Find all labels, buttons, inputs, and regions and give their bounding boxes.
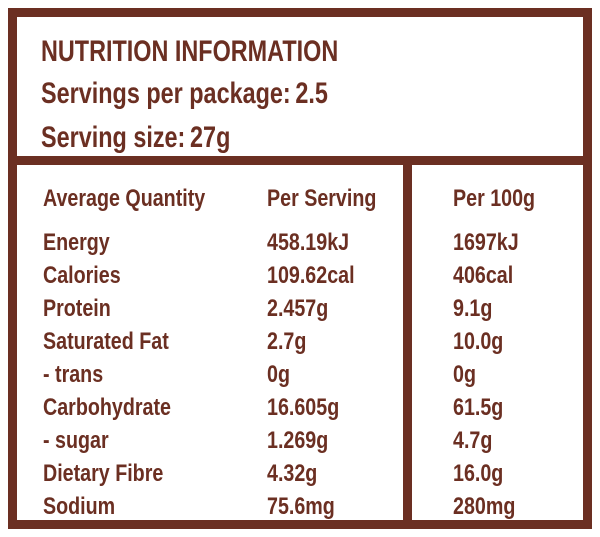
row-dietary-fibre-per-serving: 4.32g	[267, 460, 318, 487]
row-carbohydrate-name: Carbohydrate	[43, 394, 171, 421]
page-title: NUTRITION INFORMATION	[41, 35, 339, 68]
row-sugar-per-serving: 1.269g	[267, 427, 329, 454]
row-carbohydrate-per-serving: 16.605g	[267, 394, 340, 421]
row-trans-per-100g: 0g	[453, 361, 476, 388]
nutrition-panel: NUTRITION INFORMATION Servings per packa…	[8, 8, 592, 529]
row-protein-name: Protein	[43, 295, 111, 322]
servings-value: 2.5	[295, 77, 328, 110]
row-saturated-fat-per-serving: 2.7g	[267, 328, 307, 355]
header-per-100g: Per 100g	[453, 185, 536, 212]
row-calories-per-serving: 109.62cal	[267, 262, 355, 289]
serving-size: Serving size: 27g	[41, 121, 230, 155]
servings-per-package: Servings per package: 2.5	[41, 77, 328, 111]
nutrition-header: NUTRITION INFORMATION Servings per packa…	[17, 17, 583, 165]
row-sodium-per-serving: 75.6mg	[267, 493, 335, 520]
header-average-quantity: Average Quantity	[43, 185, 206, 212]
row-sugar-name: - sugar	[43, 427, 109, 454]
row-protein-per-serving: 2.457g	[267, 295, 329, 322]
row-protein-per-100g: 9.1g	[453, 295, 493, 322]
row-energy-name: Energy	[43, 229, 110, 256]
row-trans-name: - trans	[43, 361, 104, 388]
row-calories-name: Calories	[43, 262, 121, 289]
row-saturated-fat-name: Saturated Fat	[43, 328, 169, 355]
row-dietary-fibre-per-100g: 16.0g	[453, 460, 504, 487]
row-sodium-name: Sodium	[43, 493, 116, 520]
row-carbohydrate-per-100g: 61.5g	[453, 394, 504, 421]
row-saturated-fat-per-100g: 10.0g	[453, 328, 504, 355]
row-trans-per-serving: 0g	[267, 361, 290, 388]
row-calories-per-100g: 406cal	[453, 262, 514, 289]
servings-label: Servings per package:	[41, 77, 291, 110]
column-divider	[403, 165, 412, 520]
header-per-serving: Per Serving	[267, 185, 377, 212]
serving-size-value: 27g	[190, 121, 231, 154]
row-sodium-per-100g: 280mg	[453, 493, 516, 520]
row-dietary-fibre-name: Dietary Fibre	[43, 460, 164, 487]
row-energy-per-serving: 458.19kJ	[267, 229, 350, 256]
row-energy-per-100g: 1697kJ	[453, 229, 519, 256]
row-sugar-per-100g: 4.7g	[453, 427, 493, 454]
serving-size-label: Serving size:	[41, 121, 186, 154]
